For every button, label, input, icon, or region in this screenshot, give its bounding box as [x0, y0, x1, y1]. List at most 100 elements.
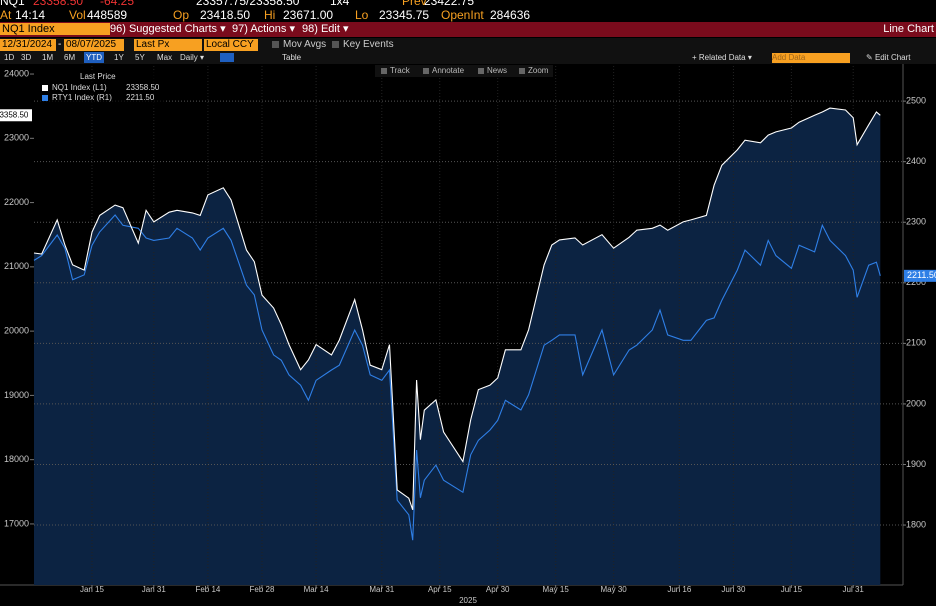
legend-value: 2211.50 [126, 93, 155, 102]
legend-label: RTY1 Index (R1) [52, 93, 112, 102]
tool-icon [519, 68, 525, 74]
quote-field: Prev [402, 0, 427, 8]
range-button[interactable]: 1Y [114, 53, 124, 62]
range-button[interactable]: 5Y [135, 53, 145, 62]
menu-bar: NQ1 Index Line Chart 96) Suggested Chart… [0, 22, 936, 37]
checkbox[interactable] [272, 41, 279, 48]
toolbar: 1D 3D 1M 6M YTD 1Y 5Y Max Daily ▾ Table + Related … [0, 52, 936, 64]
settings-row: 12/31/2024 - 08/07/2025 Last Px Local CC… [0, 38, 936, 52]
quote-field: 23357.75/23358.50 [196, 0, 300, 8]
y-tick-label: 24000 [4, 68, 29, 78]
legend-box [38, 70, 166, 106]
series-line [33, 214, 881, 541]
legend-swatch [42, 95, 48, 101]
ticker-input[interactable]: NQ1 Index [0, 23, 110, 35]
x-tick-label: Apr 15 [428, 585, 452, 594]
x-tick-label: May 30 [601, 585, 628, 594]
table-button[interactable]: Table [282, 53, 302, 62]
series-line [33, 107, 881, 510]
quote-value: 23345.75 [379, 8, 430, 22]
x-tick-label: Jul 31 [843, 585, 865, 594]
quote-label: At [0, 8, 12, 22]
quote-field: 23358.50 [33, 0, 84, 8]
option-label: Key Events [343, 39, 394, 50]
chart: 17000 18000 19000 20000 21000 22000 23000 24000… [0, 64, 936, 606]
range-button[interactable]: 1D [4, 53, 15, 62]
y2-tick-label: 2100 [906, 338, 926, 348]
add-data-input[interactable]: Add Data [772, 53, 850, 63]
quote-label: Op [173, 8, 190, 22]
x-tick-label: Mar 31 [369, 585, 394, 594]
range-button[interactable]: YTD [84, 52, 104, 63]
tool-icon [381, 68, 387, 74]
y2-tick-label: 1800 [906, 519, 926, 529]
tool-button[interactable]: Track [390, 66, 411, 75]
quote-field: -64.25 [100, 0, 135, 8]
range-button[interactable]: 1M [42, 53, 54, 62]
y2-tick-label: 2200 [906, 277, 926, 287]
checkbox[interactable] [332, 41, 339, 48]
range-button[interactable]: Max [157, 53, 173, 62]
option-label: Mov Avgs [283, 39, 327, 50]
y2-tick-label: 2300 [906, 217, 926, 227]
x-tick-label: Mar 14 [304, 585, 329, 594]
quote-value: 14:14 [15, 8, 46, 22]
y-tick-label: 18000 [4, 454, 29, 464]
tag-label: 2211.50 [907, 270, 936, 280]
quote-label: OpenInt [441, 8, 484, 22]
x-tick-label: Feb 14 [195, 585, 220, 594]
range-button[interactable]: 6M [64, 53, 76, 62]
tool-button[interactable]: News [487, 66, 507, 75]
y-tick-label: 17000 [4, 518, 29, 528]
period-select[interactable]: Daily ▾ [180, 53, 205, 62]
right-axis-panel [903, 64, 936, 585]
field-select[interactable]: Last Px [134, 39, 202, 51]
start-date[interactable]: 12/31/2024 [0, 39, 56, 51]
menu-item[interactable]: 98) Edit ▾ [302, 23, 349, 35]
last-value-tag: 2211.50 [904, 269, 936, 282]
tool-icon [478, 68, 484, 74]
legend-title: Last Price [80, 72, 116, 81]
x-tick-label: Jun 30 [721, 585, 746, 594]
x-tick-label: Jan 15 [80, 585, 105, 594]
quote-label: Lo [355, 8, 369, 22]
area-fill [34, 108, 881, 585]
quote-row: NQ1 23358.50 -64.25 23357.75/23358.50 1x4 Pre… [0, 0, 936, 8]
menu-item[interactable]: 96) Suggested Charts ▾ [110, 23, 226, 35]
legend-value: 23358.50 [126, 83, 160, 92]
view-title: Line Chart [883, 23, 934, 35]
x-tick-label: Jul 15 [781, 585, 803, 594]
edit-chart[interactable]: ✎ Edit Chart [866, 53, 911, 62]
tool-icon [423, 68, 429, 74]
quote-field: NQ1 [0, 0, 25, 8]
y-tick-label: 23000 [4, 133, 29, 143]
chart-toolbar [375, 65, 553, 77]
related-data[interactable]: + Related Data ▾ [692, 53, 752, 62]
quote-value: 284636 [490, 8, 531, 22]
x-tick-label: Feb 28 [250, 585, 275, 594]
tool-button[interactable]: Annotate [432, 66, 465, 75]
tool-button[interactable]: Zoom [528, 66, 549, 75]
currency-select[interactable]: Local CCY [204, 39, 258, 51]
x-tick-label: Jun 16 [667, 585, 692, 594]
legend-swatch [42, 85, 48, 91]
quote-field: 1x4 [330, 0, 350, 8]
tag-bg [904, 269, 936, 282]
chart-icon[interactable] [220, 53, 234, 62]
y-tick-label: 20000 [4, 325, 29, 335]
quote-value: 448589 [87, 8, 128, 22]
menu-item[interactable]: 97) Actions ▾ [232, 23, 295, 35]
bottom-axis-panel [0, 585, 936, 606]
range-button[interactable]: 3D [21, 53, 32, 62]
y2-tick-label: 2500 [906, 95, 926, 105]
x-tick-label: Apr 30 [486, 585, 510, 594]
quote-value: 23671.00 [283, 8, 334, 22]
legend-label: NQ1 Index (L1) [52, 83, 107, 92]
quote-field: 23422.75 [424, 0, 475, 8]
tag-bg [0, 109, 32, 122]
end-date[interactable]: 08/07/2025 [64, 39, 124, 51]
y2-tick-label: 1900 [906, 459, 926, 469]
y2-tick-label: 2400 [906, 156, 926, 166]
quote-row: At 14:14 Vol 448589 Op 23418.50 Hi 23671.00 Lo 23… [0, 8, 936, 22]
